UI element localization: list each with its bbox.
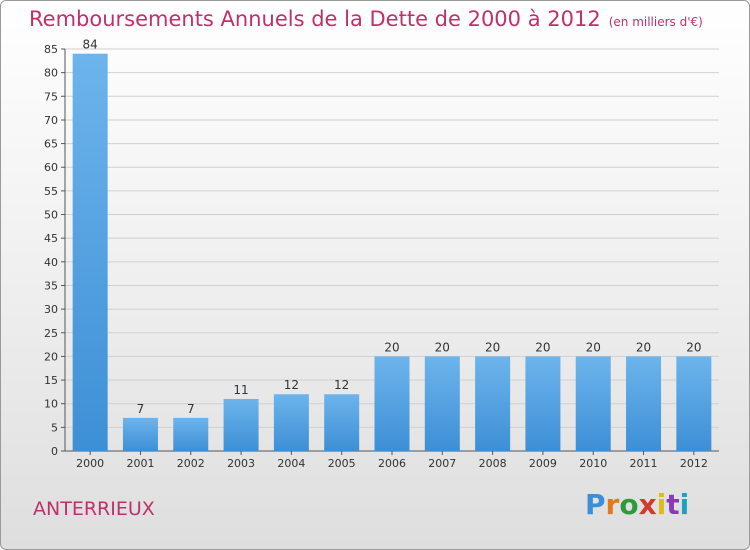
bar (475, 356, 511, 451)
y-tick-label: 15 (44, 374, 58, 387)
x-tick-label: 2003 (227, 457, 255, 470)
logo-letter: x (638, 488, 657, 521)
bar (575, 356, 611, 451)
bar (223, 398, 259, 451)
bar (324, 394, 360, 451)
x-tick-label: 2008 (479, 457, 507, 470)
bar (173, 417, 209, 451)
chart-title: Remboursements Annuels de la Dette de 20… (29, 7, 601, 31)
y-tick-label: 75 (44, 90, 58, 103)
y-tick-label: 40 (44, 256, 58, 269)
y-tick-label: 60 (44, 161, 58, 174)
x-tick-label: 2005 (328, 457, 356, 470)
x-tick-label: 2010 (579, 457, 607, 470)
bar-value-label: 12 (334, 378, 349, 392)
bar-value-label: 7 (187, 402, 195, 416)
x-tick-label: 2004 (277, 457, 305, 470)
y-tick-label: 80 (44, 67, 58, 80)
x-tick-label: 2000 (76, 457, 104, 470)
y-tick-label: 5 (51, 421, 58, 434)
bar-value-label: 11 (233, 383, 248, 397)
bar-value-label: 20 (384, 340, 399, 354)
y-tick-label: 30 (44, 303, 58, 316)
logo-letter: o (619, 488, 639, 521)
bar (122, 417, 158, 451)
y-tick-label: 10 (44, 398, 58, 411)
bar-value-label: 20 (485, 340, 500, 354)
bar-value-label: 20 (535, 340, 550, 354)
logo-letter: r (605, 488, 620, 521)
logo-letter: P (585, 488, 606, 521)
x-tick-label: 2009 (529, 457, 557, 470)
bar-value-label: 20 (586, 340, 601, 354)
bar (374, 356, 410, 451)
y-tick-label: 85 (44, 43, 58, 56)
bar-value-label: 20 (435, 340, 450, 354)
y-tick-label: 50 (44, 209, 58, 222)
x-tick-label: 2006 (378, 457, 406, 470)
bar-value-label: 20 (686, 340, 701, 354)
proxiti-logo[interactable]: Proxiti (585, 488, 689, 521)
bar-value-label: 84 (83, 38, 98, 52)
x-tick-label: 2002 (177, 457, 205, 470)
bar-value-label: 7 (137, 402, 145, 416)
y-tick-label: 35 (44, 279, 58, 292)
bar (72, 53, 108, 452)
logo-letter: i (656, 488, 667, 521)
y-tick-label: 20 (44, 350, 58, 363)
y-tick-label: 45 (44, 232, 58, 245)
data-labels: 84 7 7 11 12 12 20 20 20 20 20 20 20 (83, 38, 702, 416)
x-tick-label: 2012 (680, 457, 708, 470)
y-tick-label: 0 (51, 445, 58, 458)
x-tick-label: 2007 (428, 457, 456, 470)
chart-title-block: Remboursements Annuels de la Dette de 20… (29, 7, 703, 31)
bar (626, 356, 662, 451)
logo-letter: i (679, 488, 690, 521)
bar-value-label: 12 (284, 378, 299, 392)
x-tick-label: 2011 (630, 457, 658, 470)
chart-unit-note: (en milliers d'€) (608, 15, 703, 29)
y-tick-label: 70 (44, 114, 58, 127)
commune-name: ANTERRIEUX (33, 498, 155, 520)
bar-value-label: 20 (636, 340, 651, 354)
logo-letter: t (666, 488, 680, 521)
bars (72, 53, 712, 452)
y-tick-label: 65 (44, 138, 58, 151)
bar (525, 356, 561, 451)
bar (676, 356, 712, 451)
y-tick-label: 25 (44, 327, 58, 340)
bar (424, 356, 460, 451)
bar (273, 394, 309, 451)
y-tick-label: 55 (44, 185, 58, 198)
x-tick-label: 2001 (126, 457, 154, 470)
